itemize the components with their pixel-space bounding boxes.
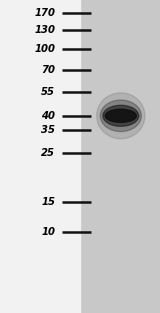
- Text: 55: 55: [41, 87, 55, 97]
- Text: 100: 100: [34, 44, 55, 54]
- Text: 15: 15: [41, 197, 55, 207]
- Text: 130: 130: [34, 25, 55, 35]
- Text: 35: 35: [41, 125, 55, 135]
- Bar: [0, 0, 80, 313]
- Ellipse shape: [103, 105, 139, 126]
- Text: 10: 10: [41, 227, 55, 237]
- Text: 25: 25: [41, 148, 55, 158]
- Text: 70: 70: [41, 65, 55, 75]
- Text: 40: 40: [41, 111, 55, 121]
- Ellipse shape: [105, 109, 136, 122]
- Text: 170: 170: [34, 8, 55, 18]
- Ellipse shape: [97, 93, 145, 139]
- Ellipse shape: [100, 100, 141, 131]
